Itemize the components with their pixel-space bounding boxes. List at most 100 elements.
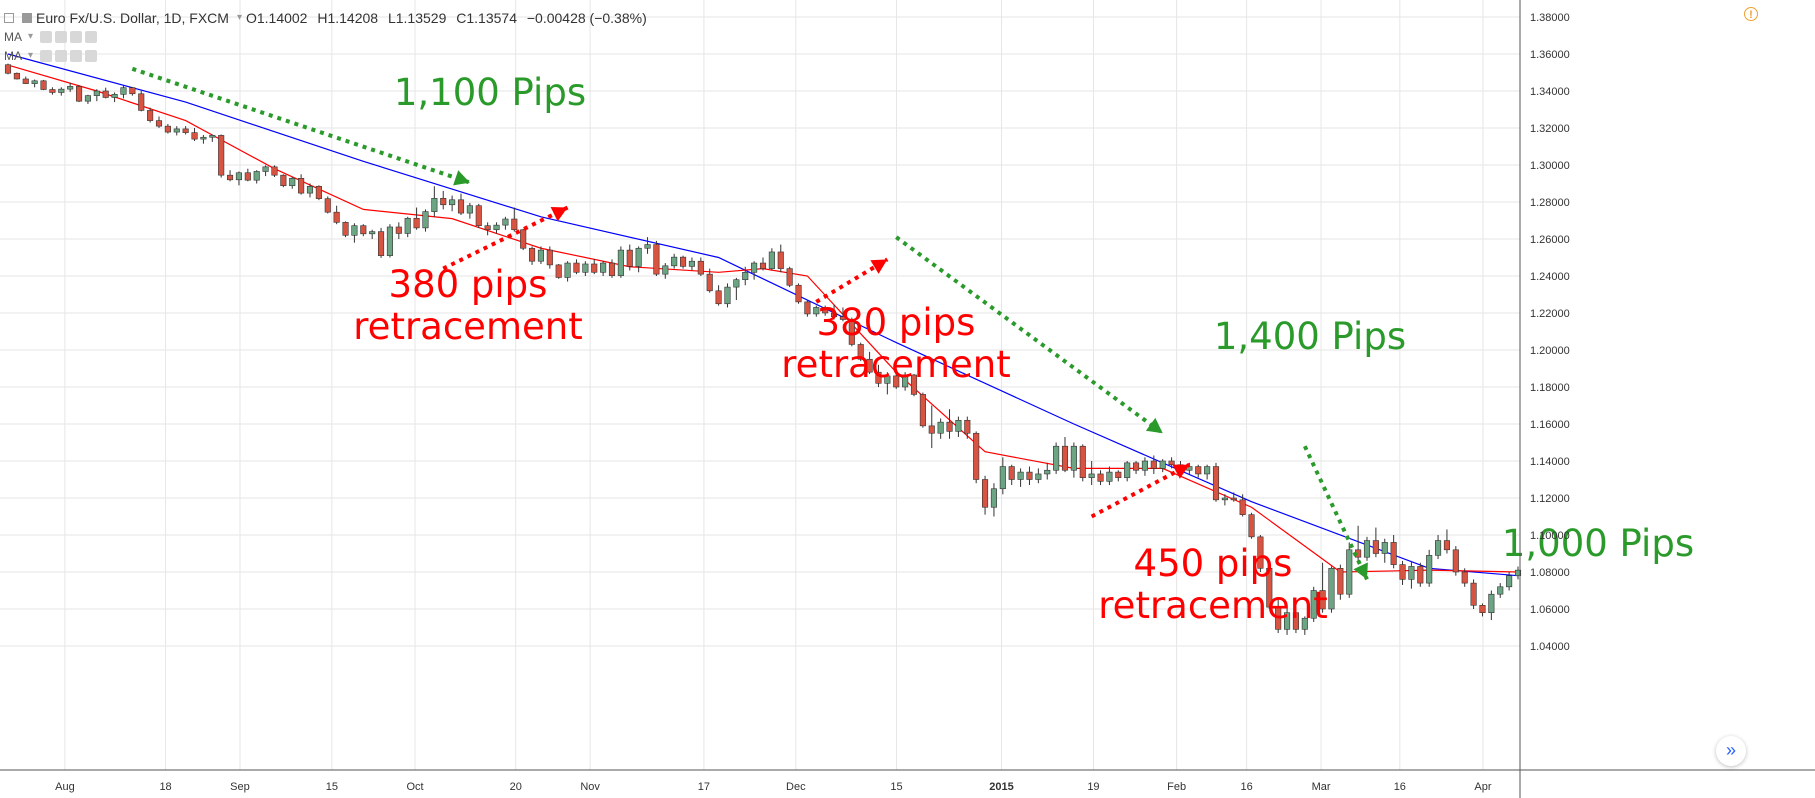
candle-up bbox=[1035, 473, 1042, 480]
candle-up bbox=[173, 128, 180, 133]
candle bbox=[502, 216, 509, 230]
candle-up bbox=[937, 421, 944, 434]
candle-down bbox=[324, 198, 331, 213]
candle-down bbox=[191, 132, 198, 140]
collapse-checkbox[interactable] bbox=[4, 12, 14, 23]
candle-down bbox=[759, 262, 767, 269]
candle bbox=[795, 283, 802, 304]
candle-down bbox=[653, 244, 660, 275]
candle-down bbox=[13, 72, 20, 80]
hide-checkbox[interactable] bbox=[22, 12, 32, 23]
candle-up bbox=[1363, 540, 1371, 558]
candle bbox=[1514, 566, 1522, 580]
candle bbox=[1141, 457, 1148, 476]
chevron-down-icon[interactable]: ▾ bbox=[28, 50, 34, 61]
candle-up bbox=[1106, 471, 1113, 482]
open-value: O1.14002 bbox=[245, 9, 308, 26]
candle-up bbox=[990, 488, 997, 508]
visibility-icon[interactable] bbox=[40, 49, 53, 62]
candle bbox=[466, 202, 473, 219]
candle bbox=[289, 177, 296, 189]
candle bbox=[742, 266, 749, 286]
gear-icon[interactable] bbox=[55, 30, 68, 43]
x-tick-label: Nov bbox=[580, 781, 600, 793]
alert-icon[interactable]: ! bbox=[1744, 7, 1758, 21]
candle-down bbox=[1275, 606, 1282, 630]
candle-up bbox=[386, 226, 393, 256]
candle-down bbox=[164, 125, 171, 133]
candle bbox=[262, 165, 269, 177]
candle bbox=[369, 229, 376, 239]
chevron-down-icon[interactable]: ▾ bbox=[236, 12, 242, 23]
candle bbox=[493, 222, 500, 234]
y-tick-label: 1.24000 bbox=[1530, 271, 1570, 283]
candle bbox=[990, 483, 997, 517]
more-icon[interactable] bbox=[70, 49, 83, 62]
candle-up bbox=[289, 178, 296, 187]
change-value: −0.00428 (−0.38%) bbox=[526, 9, 647, 26]
ma2-label[interactable]: MA bbox=[4, 48, 22, 63]
candle-up bbox=[502, 218, 509, 226]
candle bbox=[937, 418, 944, 439]
candle-down bbox=[831, 312, 838, 318]
candle-up bbox=[369, 231, 376, 235]
candle-down bbox=[546, 249, 553, 266]
candle bbox=[1337, 564, 1344, 600]
candle bbox=[58, 87, 65, 96]
candle-down bbox=[1195, 466, 1202, 475]
candle-up bbox=[724, 286, 731, 305]
candle-up bbox=[449, 199, 456, 206]
candle bbox=[662, 263, 669, 279]
visibility-icon[interactable] bbox=[40, 30, 53, 43]
scroll-to-realtime-icon[interactable]: » bbox=[1716, 736, 1746, 766]
candle-up bbox=[422, 211, 429, 229]
candle bbox=[1470, 579, 1477, 609]
candle bbox=[1124, 461, 1131, 482]
arrow-head bbox=[453, 170, 470, 186]
candle-up bbox=[84, 95, 91, 102]
ma1-label[interactable]: MA bbox=[4, 29, 22, 44]
candle-down bbox=[129, 87, 136, 95]
candle bbox=[875, 364, 882, 387]
symbol-title[interactable]: Euro Fx/U.S. Dollar, 1D, FXCM bbox=[36, 9, 229, 26]
candle bbox=[999, 457, 1006, 495]
y-tick-label: 1.28000 bbox=[1530, 197, 1570, 209]
candle bbox=[1133, 461, 1140, 474]
candle bbox=[777, 244, 784, 273]
candle-up bbox=[813, 307, 820, 315]
close-icon[interactable] bbox=[85, 49, 98, 62]
candle bbox=[271, 165, 278, 178]
candle bbox=[759, 257, 767, 271]
candle bbox=[253, 170, 260, 184]
candle bbox=[1106, 466, 1113, 486]
annotation-line: 1,400 Pips bbox=[1214, 315, 1406, 358]
candle-up bbox=[955, 419, 962, 432]
candle-down bbox=[857, 344, 864, 360]
candle-down bbox=[1061, 445, 1069, 471]
more-icon[interactable] bbox=[70, 30, 83, 43]
candle-up bbox=[1284, 612, 1291, 630]
candle bbox=[1008, 464, 1015, 486]
y-tick-label: 1.22000 bbox=[1530, 308, 1570, 320]
candle bbox=[449, 195, 456, 212]
candle-up bbox=[1346, 549, 1353, 595]
candle-down bbox=[777, 251, 784, 269]
candle bbox=[475, 203, 482, 228]
candle bbox=[1239, 494, 1246, 517]
gear-icon[interactable] bbox=[55, 49, 68, 62]
close-icon[interactable] bbox=[85, 30, 98, 43]
candle bbox=[422, 209, 429, 232]
candle bbox=[342, 221, 349, 238]
candle bbox=[520, 228, 527, 251]
candle-down bbox=[1239, 499, 1246, 515]
candle-down bbox=[457, 199, 465, 214]
green-trend-arrow bbox=[1303, 445, 1369, 581]
candle bbox=[715, 285, 722, 306]
candle bbox=[626, 244, 633, 271]
candle bbox=[191, 128, 198, 141]
candle-down bbox=[1133, 462, 1140, 471]
y-tick-label: 1.38000 bbox=[1530, 12, 1570, 24]
chevron-down-icon[interactable]: ▾ bbox=[28, 31, 34, 42]
